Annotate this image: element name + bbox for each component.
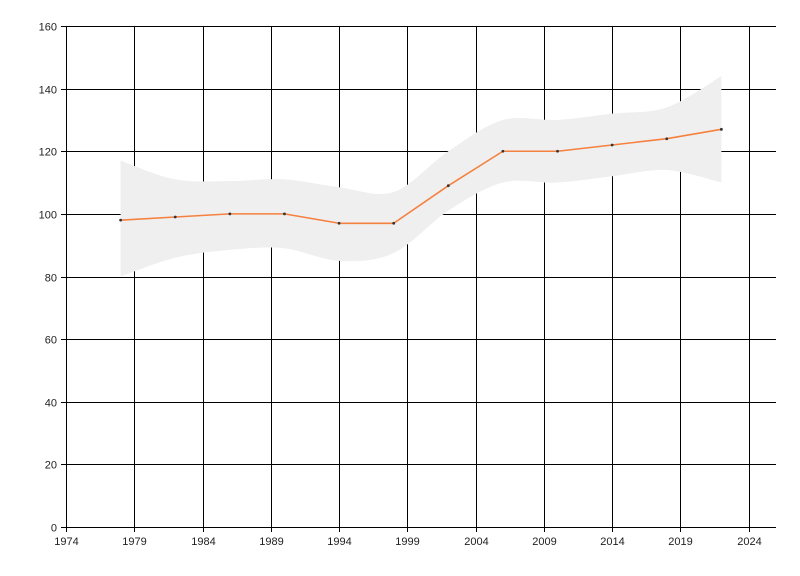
x-tick-label: 1989 bbox=[259, 536, 283, 548]
x-tick-label: 2004 bbox=[464, 536, 488, 548]
data-point bbox=[556, 149, 559, 153]
x-tick-label: 1994 bbox=[327, 536, 351, 548]
y-tick-label: 0 bbox=[51, 523, 57, 535]
data-point bbox=[446, 184, 450, 188]
data-point bbox=[228, 212, 232, 216]
data-point bbox=[173, 215, 177, 219]
data-point bbox=[501, 149, 505, 153]
x-tick-label: 2019 bbox=[668, 536, 692, 548]
y-tick-label: 120 bbox=[39, 147, 57, 159]
confidence-band bbox=[120, 76, 722, 277]
x-tick-label: 1974 bbox=[54, 536, 78, 548]
data-point bbox=[283, 212, 286, 216]
data-point bbox=[719, 127, 723, 131]
data-point bbox=[119, 218, 123, 222]
axes bbox=[61, 26, 776, 532]
grid bbox=[66, 26, 776, 527]
series-line bbox=[120, 128, 722, 225]
series-layer bbox=[119, 127, 723, 225]
y-tick-label: 40 bbox=[45, 398, 57, 410]
data-point bbox=[665, 137, 669, 141]
data-point bbox=[392, 221, 396, 225]
y-tick-label: 20 bbox=[45, 460, 57, 472]
tick-labels: 1974 1979 1984 1989 1994 1999 2004 2009 2014 2019… bbox=[39, 22, 762, 549]
y-tick-label: 140 bbox=[39, 85, 57, 97]
x-tick-label: 2024 bbox=[737, 536, 761, 548]
y-tick-label: 60 bbox=[45, 335, 57, 347]
x-tick-label: 1984 bbox=[191, 536, 215, 548]
y-tick-label: 100 bbox=[39, 210, 57, 222]
x-tick-label: 2014 bbox=[600, 536, 624, 548]
data-point bbox=[610, 143, 614, 147]
y-tick-label: 160 bbox=[39, 22, 57, 34]
x-tick-label: 1999 bbox=[395, 536, 419, 548]
y-tick-label: 80 bbox=[45, 273, 57, 285]
data-point bbox=[337, 221, 341, 225]
confidence-band-layer bbox=[120, 76, 722, 277]
x-tick-label: 2009 bbox=[532, 536, 556, 548]
x-tick-label: 1979 bbox=[122, 536, 146, 548]
